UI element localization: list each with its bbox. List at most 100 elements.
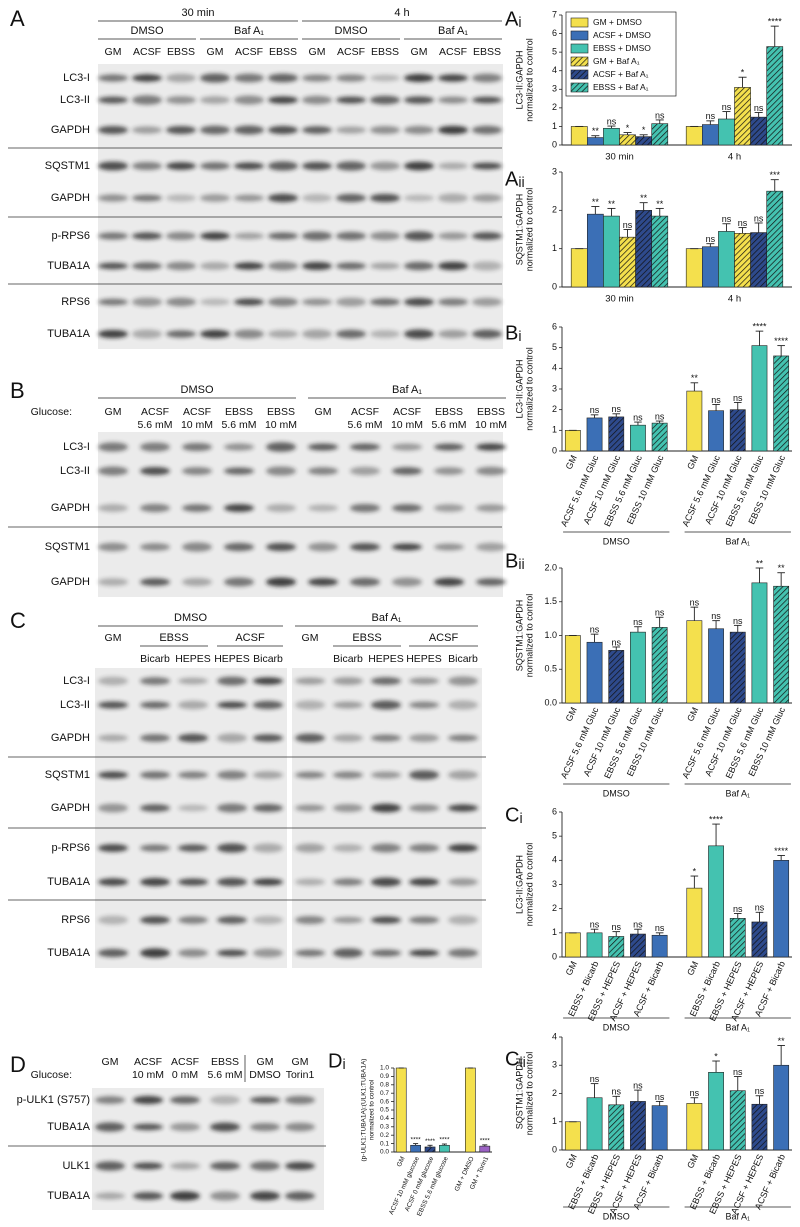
lane-label: EBSS (477, 406, 505, 418)
glucose-label: Glucose: (31, 406, 72, 418)
row-label: LC3-I (63, 675, 90, 687)
band (409, 878, 439, 886)
group-label: Baf A₁ (725, 1211, 750, 1221)
significance: ns (590, 405, 600, 415)
band (448, 676, 478, 686)
band (98, 96, 128, 104)
band (476, 443, 506, 451)
row-label: p-RPS6 (51, 842, 90, 854)
lane-label: 0 mM (172, 1069, 198, 1081)
y-tick-label: 2 (552, 1088, 557, 1098)
significance: ns (655, 1092, 665, 1102)
band (295, 949, 325, 957)
band (178, 916, 208, 924)
bar (686, 390, 703, 452)
y-axis-label: normalized to control (524, 38, 534, 122)
band (268, 125, 298, 135)
band (140, 948, 170, 958)
row-label: TUBA1A (47, 328, 90, 340)
band (234, 298, 264, 306)
band (132, 262, 162, 270)
band (434, 543, 464, 551)
y-tick-label: 4 (552, 1031, 557, 1041)
y-axis-label: SQSTM1:GAPDH (514, 600, 524, 672)
band (336, 231, 366, 241)
band (472, 162, 502, 170)
band (217, 949, 247, 957)
y-tick-label: 0.6 (380, 1098, 389, 1105)
significance: ns (755, 903, 765, 913)
bar (395, 1067, 407, 1153)
bar (773, 355, 790, 452)
band (234, 73, 264, 83)
significance: ns (755, 1086, 765, 1096)
bar (750, 232, 767, 288)
significance: ns (738, 218, 748, 228)
band (140, 734, 170, 742)
band (350, 577, 380, 587)
significance: ** (778, 563, 786, 573)
band (166, 162, 196, 170)
significance: ns (754, 103, 764, 113)
y-tick-label: 2 (552, 903, 557, 913)
blot-header: DMSO (181, 384, 214, 396)
band (210, 1122, 240, 1132)
bar (586, 137, 604, 146)
band (253, 878, 283, 886)
band (438, 74, 468, 82)
band (98, 442, 128, 452)
band (178, 844, 208, 852)
band (182, 442, 212, 452)
band (333, 844, 363, 852)
lane-label: Bicarb (253, 653, 283, 665)
bar (729, 1090, 746, 1151)
band (98, 878, 128, 886)
bar (570, 248, 588, 288)
y-tick-label: 5 (552, 47, 557, 57)
blot-header: 30 min (181, 7, 214, 19)
y-tick-label: 0.8 (380, 1082, 389, 1089)
bar (718, 118, 735, 146)
band (253, 700, 283, 710)
band (350, 543, 380, 551)
band (250, 1191, 280, 1201)
band (448, 700, 478, 710)
lane-label: EBSS (371, 46, 399, 58)
band (178, 804, 208, 812)
band (333, 878, 363, 886)
band (132, 194, 162, 202)
significance: * (626, 123, 630, 133)
lane-label: ACSF (134, 1056, 162, 1068)
band (336, 96, 366, 104)
band (98, 161, 128, 171)
bar (608, 650, 625, 704)
lane-label: GM (292, 1056, 309, 1068)
y-tick-label: 0 (552, 1144, 557, 1154)
lane-label: GM (411, 46, 428, 58)
lane-label: 5.6 mM (347, 419, 382, 431)
band (98, 701, 128, 709)
y-axis-label: normalized to control (524, 594, 534, 678)
band (308, 443, 338, 451)
x-tick-label: GM (685, 960, 700, 977)
band (98, 676, 128, 686)
band (448, 948, 478, 958)
band (132, 297, 162, 307)
band (308, 542, 338, 552)
band (295, 843, 325, 853)
significance: *** (769, 170, 780, 180)
x-tick-label: GM (564, 960, 579, 977)
lane-label: Bicarb (333, 653, 363, 665)
band (178, 771, 208, 779)
group-label: DMSO (603, 788, 630, 798)
bar (635, 210, 652, 288)
band (98, 262, 128, 270)
band (166, 194, 196, 202)
y-tick-label: 1 (552, 425, 557, 435)
significance: ns (623, 220, 633, 230)
significance: **** (411, 1136, 422, 1143)
band (166, 261, 196, 271)
band (350, 443, 380, 451)
bar (734, 233, 751, 288)
band (333, 916, 363, 924)
